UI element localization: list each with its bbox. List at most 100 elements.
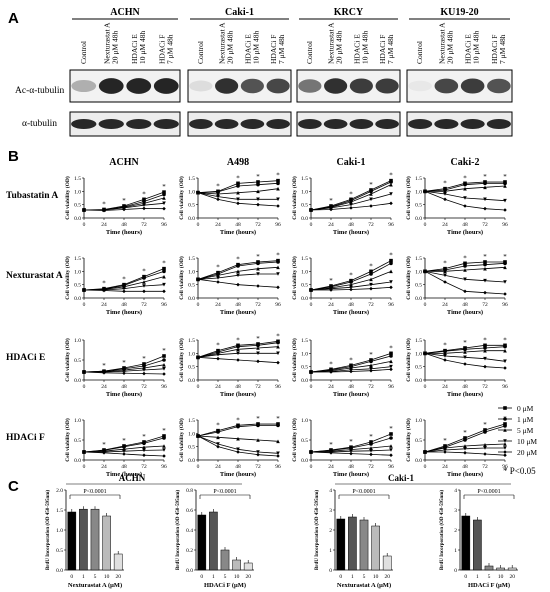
x-tick-label: 48 (462, 464, 468, 470)
x-tick-label: 0 (310, 302, 313, 308)
x-axis-label: Time (hours) (106, 391, 142, 398)
y-axis-label: BrdU Incorporation (OD 450-595nm) (315, 490, 320, 570)
data-point (276, 197, 280, 202)
data-point (309, 450, 313, 454)
lane-label: HDACi F (490, 35, 499, 64)
x-tick-label: 24 (442, 384, 448, 390)
significance-star: * (443, 437, 447, 445)
significance-star: * (369, 181, 373, 189)
bar (382, 555, 392, 571)
significance-star: * (162, 260, 166, 268)
data-point (256, 284, 260, 288)
data-point (276, 454, 280, 458)
data-point (389, 448, 393, 452)
data-point (503, 422, 507, 426)
lane-label: 10 μM 48h (251, 31, 260, 64)
bar (359, 519, 369, 571)
lane-label: 7 μM 48h (277, 34, 286, 64)
x-tick-label: 5 (488, 574, 491, 580)
data-point (503, 292, 507, 296)
significance-star: * (256, 253, 260, 261)
data-point (483, 266, 487, 271)
significance-star: * (256, 415, 260, 423)
data-point (122, 286, 126, 291)
x-tick-label: 20 (509, 574, 515, 580)
data-point (483, 443, 487, 447)
y-tick-label: 0 (329, 568, 332, 574)
x-axis-label: Time (hours) (447, 471, 483, 478)
significance-star: * (329, 277, 333, 285)
p-value-note: * P<0.05 (503, 466, 536, 476)
legend-label-1: 1 μM (517, 415, 534, 424)
y-tick-label: 1.5 (188, 256, 195, 262)
significance-star: * (349, 190, 353, 198)
data-point (389, 351, 393, 356)
data-point (162, 269, 166, 274)
data-point (389, 436, 393, 440)
line-chart-1-3: 0.0 0.5 1.0 1.5 0 24 48 72 96 Time (hours) Cell vi… (405, 253, 508, 316)
data-point (256, 450, 260, 454)
x-tick-label: 48 (121, 464, 127, 470)
y-tick-label: 0.0 (186, 568, 193, 574)
bar (79, 508, 88, 571)
data-point (483, 428, 487, 432)
y-tick-label: 0.6 (186, 508, 193, 514)
significance-star: * (443, 342, 447, 350)
data-point (503, 406, 507, 410)
band-tubulin (375, 119, 399, 129)
significance-star: * (256, 335, 260, 343)
data-point (503, 208, 507, 212)
panel-label-c: C (8, 478, 19, 495)
data-point (162, 358, 166, 362)
bar (484, 565, 494, 571)
data-point (256, 351, 260, 356)
data-point (276, 204, 280, 208)
data-point (349, 285, 353, 290)
x-tick-label: 24 (101, 384, 107, 390)
data-point (443, 269, 447, 274)
data-point (503, 453, 507, 457)
y-axis-label: Cell viability (OD) (178, 176, 185, 220)
data-point (236, 450, 240, 454)
data-point (162, 192, 166, 197)
data-point (236, 347, 240, 352)
pval-label: P<0.0001 (477, 489, 500, 495)
y-tick-label: 0.5 (301, 203, 308, 209)
bar-chart-1: 0.0 0.2 0.4 0.6 0.8 0 1 5 10 20 HDACi F (μM) BrdU I… (176, 488, 254, 589)
blot-title-1: Caki-1 (225, 7, 254, 18)
lane-label: HDACi E (243, 34, 252, 64)
bar (371, 525, 380, 571)
y-axis-label: Cell viability (OD) (64, 176, 71, 220)
x-axis-label: Time (hours) (106, 471, 142, 478)
significance-star: * (389, 252, 393, 260)
lane-label: Control (305, 41, 314, 64)
x-tick-label: 24 (442, 302, 448, 308)
line-chart-2-2: 0.0 0.5 1.0 1.5 0 24 48 72 96 Time (hours) Cell vi… (291, 338, 394, 398)
data-point (463, 204, 467, 208)
x-tick-label: 0 (310, 384, 313, 390)
y-tick-label: 0.0 (74, 378, 81, 384)
panel-label-b: B (8, 148, 19, 165)
y-tick-label: 0.0 (415, 458, 422, 464)
lane-label: 20 μM 48h (335, 31, 344, 64)
y-tick-label: 1.0 (188, 189, 195, 195)
line-chart-1-1: 0.0 0.5 1.0 1.5 0 24 48 72 96 Time (hours) Cell vi… (178, 252, 281, 316)
data-point (256, 346, 260, 350)
data-point (349, 206, 353, 210)
x-tick-label: 0 (83, 464, 86, 470)
data-point (369, 269, 373, 274)
data-point (389, 444, 393, 448)
x-tick-label: 10 (104, 574, 110, 580)
data-point (216, 197, 220, 202)
band-tubulin (126, 119, 152, 129)
line-chart-1-0: 0.0 0.5 1.0 1.5 0 24 48 72 96 Time (hours) Cell vi… (64, 256, 167, 316)
bar-group-title: ACHN (119, 473, 146, 483)
y-tick-label: 1.0 (301, 418, 308, 424)
x-tick-label: 96 (502, 302, 508, 308)
data-point (216, 280, 220, 284)
lane-label: Control (415, 41, 424, 64)
y-tick-label: 1 (454, 548, 457, 554)
x-tick-label: 48 (348, 464, 354, 470)
y-tick-label: 1.5 (188, 338, 195, 344)
y-tick-label: 0.5 (74, 438, 81, 444)
